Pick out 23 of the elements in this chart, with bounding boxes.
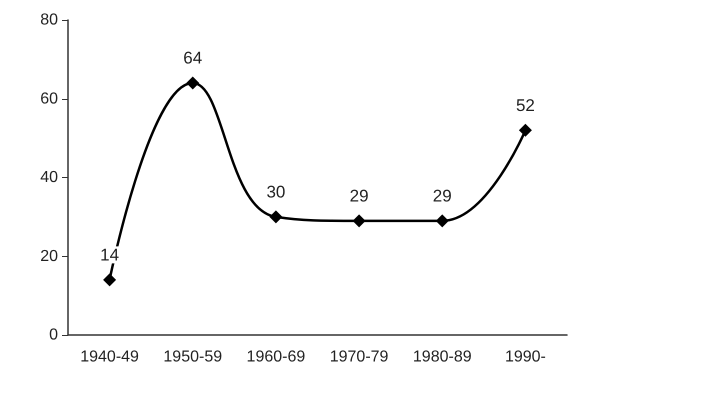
y-tick-label: 80 bbox=[40, 12, 58, 28]
data-label: 52 bbox=[516, 96, 535, 115]
data-label: 64 bbox=[183, 48, 202, 68]
data-label: 29 bbox=[350, 186, 369, 206]
x-tick-label: 1970-79 bbox=[330, 348, 389, 366]
x-tick-label: 1960-69 bbox=[246, 348, 306, 366]
y-tick-label: 20 bbox=[40, 248, 58, 265]
point bbox=[436, 214, 449, 228]
y-tick-label: 40 bbox=[40, 169, 58, 186]
point bbox=[269, 210, 282, 224]
y-tick-label: 60 bbox=[40, 90, 58, 108]
y-tick-label: 0 bbox=[49, 326, 58, 344]
x-tick-label: 1990- bbox=[504, 348, 546, 366]
x-tick-label: 1980-89 bbox=[412, 348, 472, 366]
data-label: 14 bbox=[100, 245, 120, 264]
x-tick-label: 1950-59 bbox=[163, 348, 222, 366]
data-label: 29 bbox=[432, 186, 452, 206]
data-label: 30 bbox=[266, 182, 286, 202]
point bbox=[103, 273, 116, 286]
point bbox=[518, 124, 532, 137]
point bbox=[186, 76, 200, 90]
x-tick-label: 1940-49 bbox=[80, 348, 140, 366]
point bbox=[352, 214, 366, 228]
